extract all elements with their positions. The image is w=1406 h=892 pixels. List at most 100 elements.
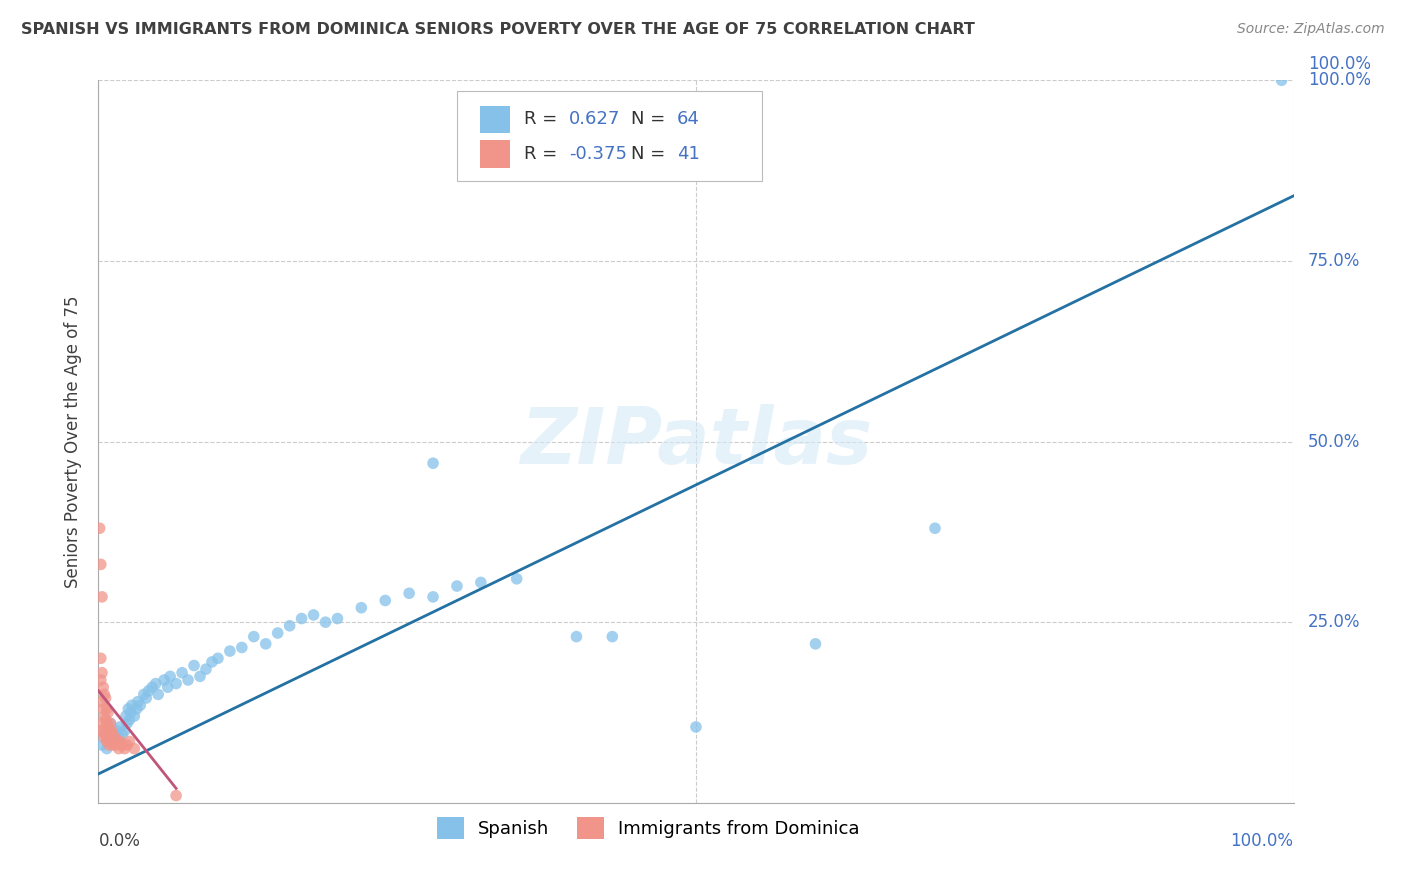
Point [398,586,420,600]
Point [114,723,136,738]
Point [103,727,125,741]
Point [125,702,148,716]
Point [188,669,211,683]
Point [685,720,707,734]
Point [97,720,120,734]
Point [183,658,205,673]
Text: N =: N = [631,111,672,128]
Point [1271,73,1294,87]
Point [96,716,118,731]
Point [121,698,143,713]
Point [96,734,118,748]
Point [302,607,325,622]
Point [91,590,114,604]
Text: 100.0%: 100.0% [1308,71,1371,89]
Point [107,741,129,756]
Point [100,734,122,748]
Point [201,655,224,669]
Point [104,731,127,745]
Text: -0.375: -0.375 [569,145,627,163]
Text: 100.0%: 100.0% [1230,831,1294,850]
Point [148,687,170,701]
Point [124,741,146,756]
Point [91,738,114,752]
Point [90,673,112,687]
Point [98,738,121,752]
Point [254,637,277,651]
Text: 50.0%: 50.0% [1308,433,1360,450]
Point [107,734,129,748]
Point [90,651,112,665]
Point [159,669,181,683]
Text: N =: N = [631,145,672,163]
FancyBboxPatch shape [479,105,509,133]
Text: 0.0%: 0.0% [98,831,141,850]
Point [101,727,124,741]
Point [602,630,624,644]
Point [89,521,111,535]
Point [91,716,114,731]
Point [153,673,176,687]
Point [291,611,314,625]
Point [108,720,131,734]
Point [108,734,131,748]
Point [94,691,117,706]
Point [350,600,373,615]
Point [97,731,120,745]
Point [111,727,134,741]
Point [118,734,141,748]
Legend: Spanish, Immigrants from Dominica: Spanish, Immigrants from Dominica [427,808,869,848]
Text: SPANISH VS IMMIGRANTS FROM DOMINICA SENIORS POVERTY OVER THE AGE OF 75 CORRELATI: SPANISH VS IMMIGRANTS FROM DOMINICA SENI… [21,22,974,37]
Point [91,723,114,738]
Point [172,665,194,680]
Text: 41: 41 [676,145,700,163]
Point [94,713,117,727]
Point [156,680,179,694]
Text: 64: 64 [676,111,700,128]
Text: ZIPatlas: ZIPatlas [520,403,872,480]
Text: 25.0%: 25.0% [1308,613,1361,632]
Point [111,738,134,752]
Point [315,615,337,630]
Point [105,723,128,738]
Point [90,558,112,572]
Point [93,731,115,745]
Point [422,590,444,604]
Point [96,702,118,716]
Text: 75.0%: 75.0% [1308,252,1360,270]
Point [91,665,114,680]
Point [98,716,122,731]
FancyBboxPatch shape [457,91,762,181]
Point [115,738,138,752]
Point [195,662,218,676]
Point [120,706,142,720]
Point [127,695,149,709]
Point [132,687,155,701]
Point [93,687,115,701]
Text: 0.627: 0.627 [569,111,620,128]
Point [177,673,200,687]
Point [565,630,588,644]
Point [118,713,141,727]
Point [804,637,827,651]
Point [374,593,396,607]
Point [98,716,122,731]
Point [138,683,160,698]
FancyBboxPatch shape [479,140,509,168]
Point [91,695,114,709]
Point [141,680,163,694]
Point [124,709,146,723]
Point [165,676,187,690]
Text: R =: R = [524,111,562,128]
Point [129,698,152,713]
Point [98,723,121,738]
Point [114,741,136,756]
Point [115,709,138,723]
Point [231,640,253,655]
Point [135,691,157,706]
Point [97,723,120,738]
Point [93,727,115,741]
Text: Source: ZipAtlas.com: Source: ZipAtlas.com [1237,22,1385,37]
Point [267,626,290,640]
Point [105,738,128,752]
